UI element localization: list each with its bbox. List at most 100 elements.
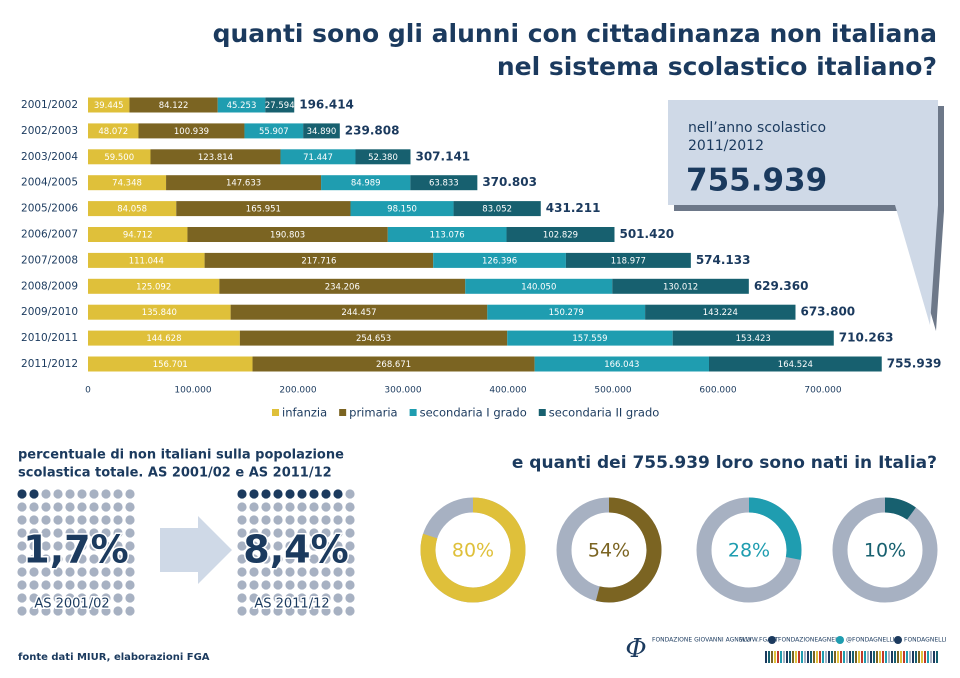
strip-cell (804, 651, 806, 663)
waffle-dot (249, 515, 259, 525)
strip-cell (927, 651, 929, 663)
total-label: 501.420 (619, 227, 674, 241)
waffle-dot (345, 541, 355, 551)
waffle-dot (333, 593, 343, 603)
bar-segment (187, 227, 388, 242)
waffle-dot (273, 515, 283, 525)
footer-site: WWW.FGA.IT (740, 637, 779, 644)
value-label: 156.701 (153, 360, 188, 370)
callout-text: 2011/2012 (688, 138, 764, 154)
waffle-dot (53, 554, 63, 564)
waffle-dot (297, 541, 307, 551)
waffle-dot (41, 541, 51, 551)
bar-segment (204, 252, 434, 268)
legend-label: primaria (349, 406, 397, 420)
total-label: 673.800 (800, 305, 855, 319)
x-tick-label: 100.000 (174, 386, 211, 396)
waffle-dot (17, 593, 27, 603)
waffle-dot (309, 567, 319, 577)
waffle-dot (41, 593, 51, 603)
strip-cell (780, 651, 782, 663)
waffle-dot (345, 502, 355, 512)
strip-cell (810, 651, 812, 663)
waffle-dot-filled (333, 489, 343, 499)
strip-cell (843, 651, 845, 663)
waffle-dot (297, 554, 307, 564)
strip-cell (849, 651, 851, 663)
strip-cell (819, 651, 821, 663)
strip-cell (768, 651, 770, 663)
y-tick-label: 2003/2004 (21, 151, 78, 163)
waffle-dot (321, 515, 331, 525)
waffle-dot (321, 528, 331, 538)
waffle-dot (29, 502, 39, 512)
strip-cell (846, 651, 848, 663)
callout-box (668, 100, 938, 325)
waffle-dot (345, 567, 355, 577)
waffle-dot (65, 554, 75, 564)
value-label: 94.712 (123, 231, 153, 241)
bar-segment (280, 149, 356, 165)
strip-cell (798, 651, 800, 663)
waffle-dot (125, 528, 135, 538)
waffle-dot (249, 567, 259, 577)
strip-cell (783, 651, 785, 663)
waffle-dot-filled (249, 489, 259, 499)
strip-cell (825, 651, 827, 663)
strip-cell (801, 651, 803, 663)
bar-segment (410, 175, 478, 191)
value-label: 244.457 (341, 308, 376, 318)
y-tick-label: 2001/2002 (21, 99, 78, 111)
value-label: 27.594 (265, 101, 295, 111)
value-label: 164.524 (778, 360, 813, 370)
strip-cell (888, 651, 890, 663)
waffle-dot-filled (321, 489, 331, 499)
waffle-dot (321, 541, 331, 551)
waffle-dot (53, 489, 63, 499)
waffle-dot (77, 606, 87, 616)
waffle-dot (285, 515, 295, 525)
waffle-dot (333, 528, 343, 538)
waffle-dot (237, 606, 247, 616)
strip-cell (861, 651, 863, 663)
strip-cell (897, 651, 899, 663)
waffle-dot (17, 528, 27, 538)
value-label: 45.253 (227, 101, 257, 111)
logo: Φ (625, 634, 646, 664)
waffle-dot (89, 606, 99, 616)
section-title: e quanti dei 755.939 loro sono nati in I… (512, 453, 937, 473)
waffle-dot (125, 489, 135, 499)
waffle-dot (113, 606, 123, 616)
value-label: 83.052 (482, 205, 512, 215)
waffle-dot (53, 502, 63, 512)
waffle-dot (77, 580, 87, 590)
waffle-dot (237, 515, 247, 525)
bar-segment (321, 175, 411, 191)
waffle-dot (237, 554, 247, 564)
waffle-dot (285, 580, 295, 590)
waffle-dot (89, 502, 99, 512)
waffle-dot (285, 554, 295, 564)
waffle-dot (77, 515, 87, 525)
waffle-dot (297, 593, 307, 603)
waffle-dot (297, 580, 307, 590)
footer-org: FONDAZIONE GIOVANNI AGNELLI (652, 637, 751, 644)
percent-label: 8,4% (243, 528, 348, 572)
bar-segment (355, 149, 411, 165)
waffle-dot (41, 489, 51, 499)
strip-cell (858, 651, 860, 663)
y-tick-label: 2005/2006 (21, 203, 78, 215)
bar-segment (217, 97, 266, 113)
waffle-dot (29, 580, 39, 590)
y-tick-label: 2011/2012 (21, 358, 78, 370)
callout-text: nell’anno scolastico (688, 120, 826, 136)
strip-cell (906, 651, 908, 663)
strip-cell (771, 651, 773, 663)
waffle-dot (29, 541, 39, 551)
strip-cell (903, 651, 905, 663)
bar-segment (88, 356, 253, 372)
y-tick-label: 2007/2008 (21, 254, 78, 266)
section-title: scolastica totale. AS 2001/02 e AS 2011/… (18, 466, 332, 481)
waffle-dot-filled (17, 489, 27, 499)
waffle-dot (65, 528, 75, 538)
